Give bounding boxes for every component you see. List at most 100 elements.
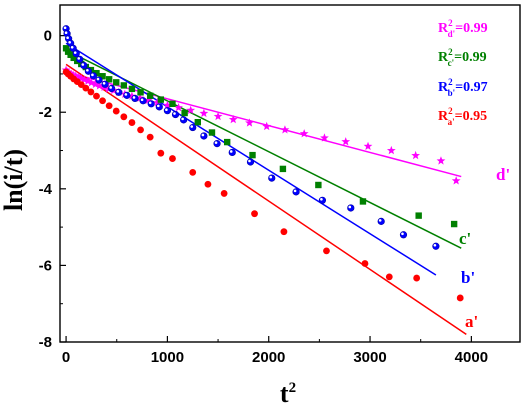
point-highlight	[433, 243, 437, 247]
data-point-c	[157, 96, 165, 103]
point-highlight	[70, 45, 74, 49]
data-point-a	[120, 113, 128, 121]
data-point-d	[320, 133, 329, 142]
data-point-b	[72, 50, 80, 58]
data-point-c	[62, 45, 70, 52]
data-point-b	[80, 61, 88, 70]
point-highlight	[269, 175, 273, 179]
data-point-a	[157, 149, 165, 157]
data-point-c	[70, 54, 77, 62]
point-highlight	[156, 104, 160, 108]
data-point-d	[79, 75, 89, 84]
r2-entry-b: R2 b'=0.97	[438, 77, 488, 98]
y-tick-label: -6	[39, 257, 52, 274]
data-point-d	[143, 95, 153, 105]
x-tick-label: 4000	[455, 349, 488, 366]
data-point-c	[99, 73, 106, 80]
data-point-a	[361, 260, 369, 267]
data-point-d	[411, 150, 421, 160]
point-highlight	[77, 57, 81, 60]
y-tick-label: 0	[44, 28, 52, 45]
data-point-c	[93, 69, 100, 77]
data-point-c	[315, 181, 322, 189]
data-point-c	[169, 100, 176, 108]
point-highlight	[378, 219, 382, 222]
data-point-b	[213, 140, 221, 148]
point-highlight	[86, 68, 89, 72]
point-highlight	[102, 81, 106, 85]
data-point-a	[323, 247, 330, 255]
point-highlight	[96, 77, 100, 81]
data-point-a	[251, 210, 258, 218]
data-point-d	[213, 111, 223, 121]
data-point-d	[341, 137, 351, 146]
data-point-d	[186, 105, 196, 115]
data-point-b	[123, 91, 131, 99]
series-label-d: d'	[496, 165, 510, 184]
data-point-d	[127, 91, 137, 100]
data-point-b	[268, 174, 276, 182]
point-highlight	[229, 150, 233, 153]
data-point-a	[82, 84, 90, 92]
r2-entry-a: R2 a'=0.95	[438, 106, 487, 127]
data-point-d	[451, 176, 461, 185]
data-point-d	[163, 100, 172, 110]
data-point-b	[399, 231, 408, 239]
data-point-a	[413, 274, 421, 282]
data-point-d	[363, 141, 373, 151]
data-point-d	[174, 103, 183, 112]
x-tick-label: 3000	[353, 349, 386, 366]
data-point-a	[204, 180, 212, 188]
point-highlight	[181, 117, 184, 121]
data-point-c	[128, 85, 136, 93]
data-point-a	[112, 107, 120, 115]
data-point-c	[415, 212, 422, 219]
axis-ticks: 0 1000 2000 3000 4000 -8 -6 -4 -2 0	[39, 28, 488, 366]
data-point-b	[180, 116, 188, 124]
data-point-b	[115, 88, 123, 96]
data-point-b	[147, 100, 155, 108]
series-labels: d' c' b' a'	[459, 165, 510, 331]
data-point-d	[152, 98, 162, 107]
data-point-d	[299, 129, 309, 138]
x-axis-title: t2	[280, 379, 296, 408]
series-label-a: a'	[465, 312, 478, 331]
data-point-a	[220, 190, 228, 197]
data-point-c	[105, 76, 113, 83]
point-highlight	[109, 86, 112, 89]
data-point-c	[137, 89, 144, 96]
data-point-b	[377, 217, 385, 225]
point-highlight	[81, 63, 85, 66]
data-point-d	[91, 79, 100, 88]
data-point-b	[347, 204, 355, 212]
data-point-a	[385, 273, 393, 281]
point-highlight	[173, 112, 176, 115]
data-point-b	[155, 103, 163, 111]
data-point-a	[128, 119, 136, 126]
point-highlight	[165, 108, 168, 111]
data-point-b	[318, 196, 327, 204]
data-point-d	[95, 81, 104, 90]
data-points	[61, 25, 464, 302]
y-tick-label: -8	[39, 334, 52, 351]
data-point-c	[223, 138, 231, 146]
y-tick-label: -2	[39, 104, 52, 121]
data-point-b	[432, 242, 440, 250]
data-point-b	[163, 107, 172, 115]
data-point-a	[456, 294, 464, 302]
point-highlight	[63, 26, 67, 30]
data-point-a	[87, 88, 95, 96]
point-highlight	[68, 40, 71, 44]
r2-entry-c: R2 c'=0.99	[438, 47, 487, 68]
data-point-d	[386, 145, 396, 155]
point-highlight	[190, 125, 194, 128]
point-highlight	[140, 98, 144, 102]
data-point-b	[89, 72, 98, 80]
data-point-d	[280, 125, 290, 134]
data-point-c	[194, 118, 201, 126]
point-highlight	[116, 90, 120, 93]
data-point-b	[189, 123, 197, 132]
data-point-d	[199, 108, 209, 118]
data-point-a	[169, 155, 176, 162]
